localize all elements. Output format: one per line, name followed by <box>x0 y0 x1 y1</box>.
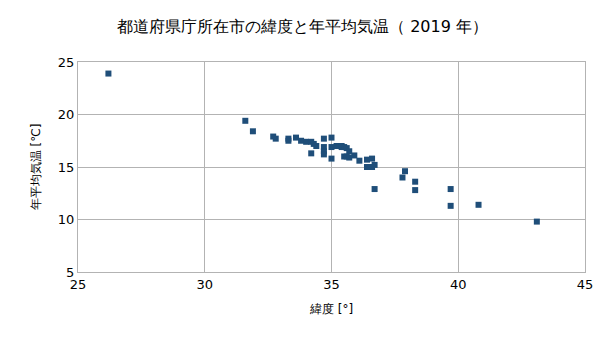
svg-text:35: 35 <box>323 277 340 292</box>
svg-text:30: 30 <box>196 277 213 292</box>
svg-text:25: 25 <box>70 277 87 292</box>
svg-text:20: 20 <box>58 107 75 122</box>
svg-text:10: 10 <box>58 212 75 227</box>
svg-text:45: 45 <box>577 277 594 292</box>
svg-text:年平均気温 [℃]: 年平均気温 [℃] <box>29 124 43 211</box>
svg-text:5: 5 <box>66 265 74 280</box>
svg-text:15: 15 <box>58 160 75 175</box>
svg-text:緯度 [°]: 緯度 [°] <box>309 302 353 316</box>
svg-text:都道府県庁所在市の緯度と年平均気温（ 2019 年）: 都道府県庁所在市の緯度と年平均気温（ 2019 年） <box>117 17 488 36</box>
svg-text:40: 40 <box>450 277 467 292</box>
svg-text:25: 25 <box>58 55 75 70</box>
